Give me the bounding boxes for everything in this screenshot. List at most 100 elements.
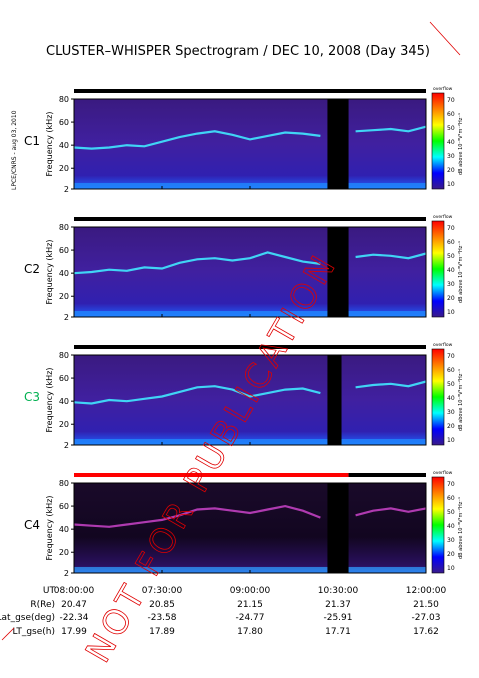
status-bar-segment (74, 89, 426, 93)
plasma-frequency-trace (73, 125, 427, 150)
colorbar-tick-label: 70 (447, 353, 455, 360)
colorbar (431, 476, 445, 574)
footer-cell: 17.62 (413, 627, 439, 637)
colorbar-tick-label: 60 (447, 111, 455, 118)
y-tick-label: 60 (59, 118, 69, 127)
colorbar-tick-label: 10 (447, 309, 455, 316)
spacecraft-label: C2 (24, 262, 40, 276)
colorbar-tick-label: 50 (447, 125, 455, 132)
y-axis-label: Frequency (kHz) (45, 240, 54, 305)
panel-c1: 80 60 40 20 2 Frequency (kHz) C1 overflow 70 60 50… (24, 86, 464, 194)
colorbar-tick-label: 20 (447, 423, 455, 430)
y-tick-label: 2 (64, 441, 69, 450)
colorbar-tick-label: 50 (447, 253, 455, 260)
spectrogram-area (74, 483, 426, 573)
y-tick-label: 20 (59, 548, 69, 557)
colorbar-tick-label: 60 (447, 239, 455, 246)
footer-cell: -25.91 (323, 613, 352, 623)
colorbar-tick-label: 50 (447, 381, 455, 388)
figure-title: CLUSTER–WHISPER Spectrogram / DEC 10, 20… (46, 44, 430, 59)
colorbar-tick-label: 20 (447, 295, 455, 302)
footer-cell: 17.80 (237, 627, 263, 637)
colorbar (431, 348, 445, 446)
spacecraft-label: C1 (24, 134, 40, 148)
y-tick-label: 2 (64, 313, 69, 322)
spacecraft-label: C3 (24, 390, 40, 404)
plasma-frequency-trace (73, 380, 427, 405)
y-axis-label: Frequency (kHz) (45, 368, 54, 433)
spectrogram-area (74, 227, 426, 317)
spectrogram-area (74, 99, 426, 189)
colorbar-tick-label: 60 (447, 367, 455, 374)
footer-cell: 07:30:00 (142, 586, 183, 596)
y-tick-label: 60 (59, 374, 69, 383)
footer-cell: 20.85 (149, 600, 175, 610)
data-gap (327, 355, 342, 445)
plasma-frequency-trace (73, 504, 427, 528)
panel-c4: 80 60 40 20 2 Frequency (kHz) C4 overflow 70 60 50… (24, 470, 464, 578)
y-tick-label: 20 (59, 164, 69, 173)
orbit-footer: UT R(Re) Lat_gse(deg) LT_gse(h) 08:00:00 20.4… (0, 586, 446, 637)
watermark-strokes (1, 21, 461, 641)
footer-cell: 21.37 (325, 600, 351, 610)
y-axis-label: Frequency (kHz) (45, 496, 54, 561)
footer-row-label: UT (43, 586, 56, 596)
panel-c2: 80 60 40 20 2 Frequency (kHz) C2 overflow 70 60 50… (24, 214, 464, 322)
colorbar-tick-label: 40 (447, 523, 455, 530)
panels: 80 60 40 20 2 Frequency (kHz) C1 overflow 70 60 50… (24, 86, 464, 578)
y-tick-label: 40 (59, 141, 69, 150)
credit-text: LPCE/CNRS - aug 03, 2010 (11, 110, 18, 190)
footer-cell: 20.47 (61, 600, 87, 610)
footer-cell: 12:00:00 (406, 586, 447, 596)
status-bar-segment (74, 473, 349, 477)
colorbar-tick-label: 10 (447, 181, 455, 188)
y-tick-label: 20 (59, 292, 69, 301)
colorbar-tick-label: 30 (447, 281, 455, 288)
colorbar-tick-label: 10 (447, 565, 455, 572)
spacecraft-label: C4 (24, 518, 40, 532)
colorbar-label: dB above 10⁻⁸V²m⁻²Hz⁻¹ (458, 241, 464, 303)
footer-cell: 21.50 (413, 600, 439, 610)
colorbar-tick-label: 70 (447, 97, 455, 104)
y-tick-label: 2 (64, 185, 69, 194)
footer-row-label: Lat_gse(deg) (0, 613, 55, 623)
y-tick-label: 60 (59, 502, 69, 511)
colorbar-label: dB above 10⁻⁸V²m⁻²Hz⁻¹ (458, 369, 464, 431)
colorbar-tick-label: 30 (447, 409, 455, 416)
colorbar (431, 220, 445, 318)
colorbar-tick-label: 10 (447, 437, 455, 444)
footer-cell: 09:00:00 (230, 586, 271, 596)
data-gap (327, 99, 349, 189)
colorbar-tick-label: 40 (447, 267, 455, 274)
colorbar-tick-label: 70 (447, 481, 455, 488)
footer-cell: 10:30:00 (318, 586, 359, 596)
y-tick-label: 60 (59, 246, 69, 255)
footer-cell: -27.03 (411, 613, 440, 623)
y-tick-label: 40 (59, 525, 69, 534)
status-bar-segment (348, 473, 426, 477)
y-tick-label: 80 (59, 95, 69, 104)
colorbar (431, 92, 445, 190)
y-tick-label: 40 (59, 397, 69, 406)
colorbar-overflow-label: overflow (433, 86, 453, 92)
footer-row-label: R(Re) (30, 600, 55, 610)
footer-cell: -22.34 (59, 613, 88, 623)
status-bar-segment (74, 345, 426, 349)
colorbar-tick-label: 30 (447, 153, 455, 160)
y-tick-label: 80 (59, 223, 69, 232)
y-axis-label: Frequency (kHz) (45, 112, 54, 177)
footer-cell: -23.58 (147, 613, 176, 623)
colorbar-tick-label: 40 (447, 139, 455, 146)
footer-row-label: LT_gse(h) (13, 627, 55, 637)
colorbar-tick-label: 60 (447, 495, 455, 502)
colorbar-label: dB above 10⁻⁸V²m⁻²Hz⁻¹ (458, 113, 464, 175)
footer-cell: -24.77 (235, 613, 264, 623)
colorbar-tick-label: 20 (447, 551, 455, 558)
colorbar-tick-label: 20 (447, 167, 455, 174)
y-tick-label: 20 (59, 420, 69, 429)
colorbar-overflow-label: overflow (433, 342, 453, 348)
footer-cell: 08:00:00 (54, 586, 95, 596)
footer-cell: 21.15 (237, 600, 263, 610)
y-tick-label: 80 (59, 479, 69, 488)
